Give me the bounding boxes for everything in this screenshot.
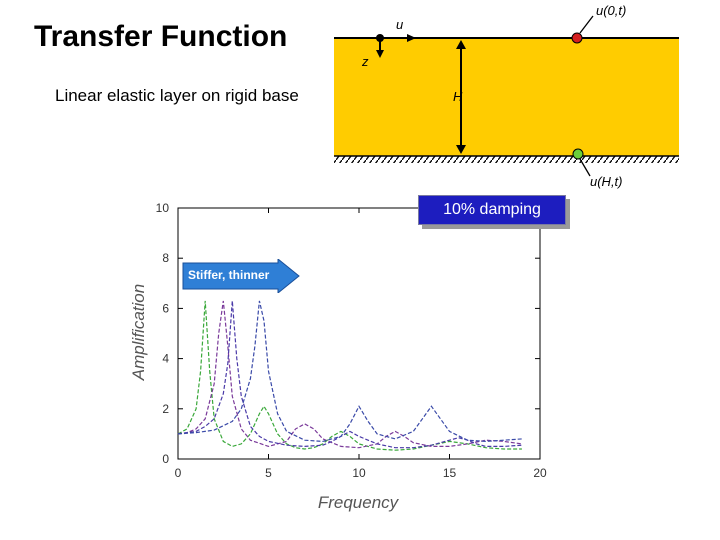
top-point-leader bbox=[579, 15, 594, 34]
stiffer-thinner-callout: Stiffer, thinner bbox=[182, 259, 300, 293]
bottom-point-label: u(H,t) bbox=[590, 174, 623, 189]
damping-callout: 10% damping bbox=[418, 195, 570, 229]
z-arrowhead bbox=[376, 50, 384, 58]
h-label: H bbox=[453, 89, 463, 104]
y-tick-label: 2 bbox=[162, 402, 169, 416]
h-arrowhead-bottom bbox=[456, 145, 466, 154]
x-tick-label: 0 bbox=[175, 466, 182, 480]
bottom-point bbox=[572, 148, 584, 160]
series-line-3 bbox=[177, 300, 522, 449]
damping-label: 10% damping bbox=[418, 195, 566, 225]
x-tick-label: 5 bbox=[265, 466, 272, 480]
series-line-4 bbox=[177, 300, 522, 443]
y-tick-label: 8 bbox=[162, 251, 169, 265]
y-tick-label: 4 bbox=[162, 352, 169, 366]
top-point-label: u(0,t) bbox=[596, 3, 626, 18]
origin-point bbox=[376, 34, 384, 42]
x-tick-label: 15 bbox=[443, 466, 457, 480]
rigid-base bbox=[334, 156, 679, 163]
page-subtitle: Linear elastic layer on rigid base bbox=[55, 86, 299, 105]
y-tick-label: 0 bbox=[162, 452, 169, 466]
x-tick-label: 20 bbox=[533, 466, 547, 480]
series-line-1 bbox=[177, 300, 522, 451]
x-axis-label: Frequency bbox=[318, 493, 400, 512]
z-label: z bbox=[361, 54, 369, 69]
bottom-point-leader bbox=[579, 158, 591, 177]
top-point bbox=[571, 32, 583, 44]
page-title: Transfer Function bbox=[34, 20, 288, 53]
h-arrowhead-top bbox=[456, 40, 466, 49]
y-axis-label: Amplification bbox=[129, 284, 148, 381]
u-arrowhead bbox=[407, 34, 416, 42]
y-tick-label: 6 bbox=[162, 301, 169, 315]
u-label: u bbox=[396, 17, 403, 32]
callout-arrow-shape bbox=[182, 259, 300, 293]
series-line-2 bbox=[177, 300, 522, 449]
x-tick-label: 10 bbox=[352, 466, 366, 480]
y-tick-label: 10 bbox=[156, 201, 170, 215]
elastic-layer bbox=[334, 38, 679, 156]
stiffer-thinner-label: Stiffer, thinner bbox=[188, 268, 270, 282]
